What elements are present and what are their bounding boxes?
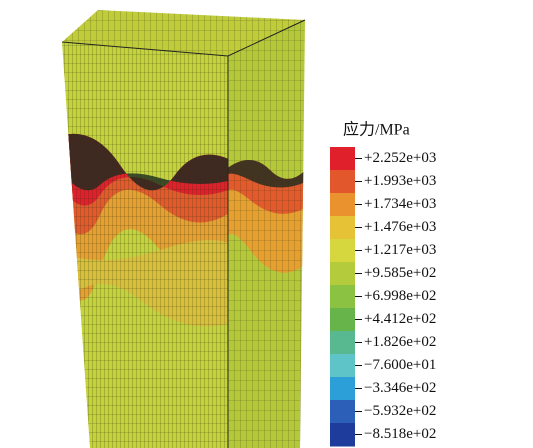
left-face <box>50 30 240 448</box>
colorbar-band <box>330 423 355 447</box>
colorbar-label: +4.412e+02 <box>364 311 436 327</box>
column-model <box>50 10 310 448</box>
colorbar-label: +1.734e+03 <box>364 196 436 212</box>
colorbar-label: +1.993e+03 <box>364 173 436 189</box>
colorbar-band <box>330 147 355 171</box>
colorbar-label: −7.600e+01 <box>364 357 436 373</box>
colorbar-label: −3.346e+02 <box>364 380 436 396</box>
colorbar-label: +2.252e+03 <box>364 150 436 166</box>
colorbar: +2.252e+03 +1.993e+03 +1.734e+03 +1.476e+03… <box>330 147 436 447</box>
page: 应力/MPa +2.252e+03 +1.993e+03 +1.734e+03 +1.… <box>0 0 533 448</box>
colorbar-band <box>330 170 355 194</box>
colorbar-band <box>330 285 355 309</box>
colorbar-label: +1.826e+02 <box>364 334 436 350</box>
colorbar-label: −8.518e+02 <box>364 426 436 442</box>
right-face <box>224 15 310 448</box>
colorbar-label: +1.476e+03 <box>364 219 436 235</box>
colorbar-band <box>330 262 355 286</box>
colorbar-label: +9.585e+02 <box>364 265 436 281</box>
colorbar-band <box>330 354 355 378</box>
colorbar-band <box>330 239 355 263</box>
colorbar-label: +1.217e+03 <box>364 242 436 258</box>
colorbar-label: −5.932e+02 <box>364 403 436 419</box>
colorbar-band <box>330 193 355 217</box>
colorbar-band <box>330 331 355 355</box>
colorbar-band <box>330 400 355 424</box>
colorbar-band <box>330 216 355 240</box>
colorbar-band <box>330 308 355 332</box>
legend-title: 应力/MPa <box>343 120 410 139</box>
colorbar-band <box>330 377 355 401</box>
colorbar-label: +6.998e+02 <box>364 288 436 304</box>
